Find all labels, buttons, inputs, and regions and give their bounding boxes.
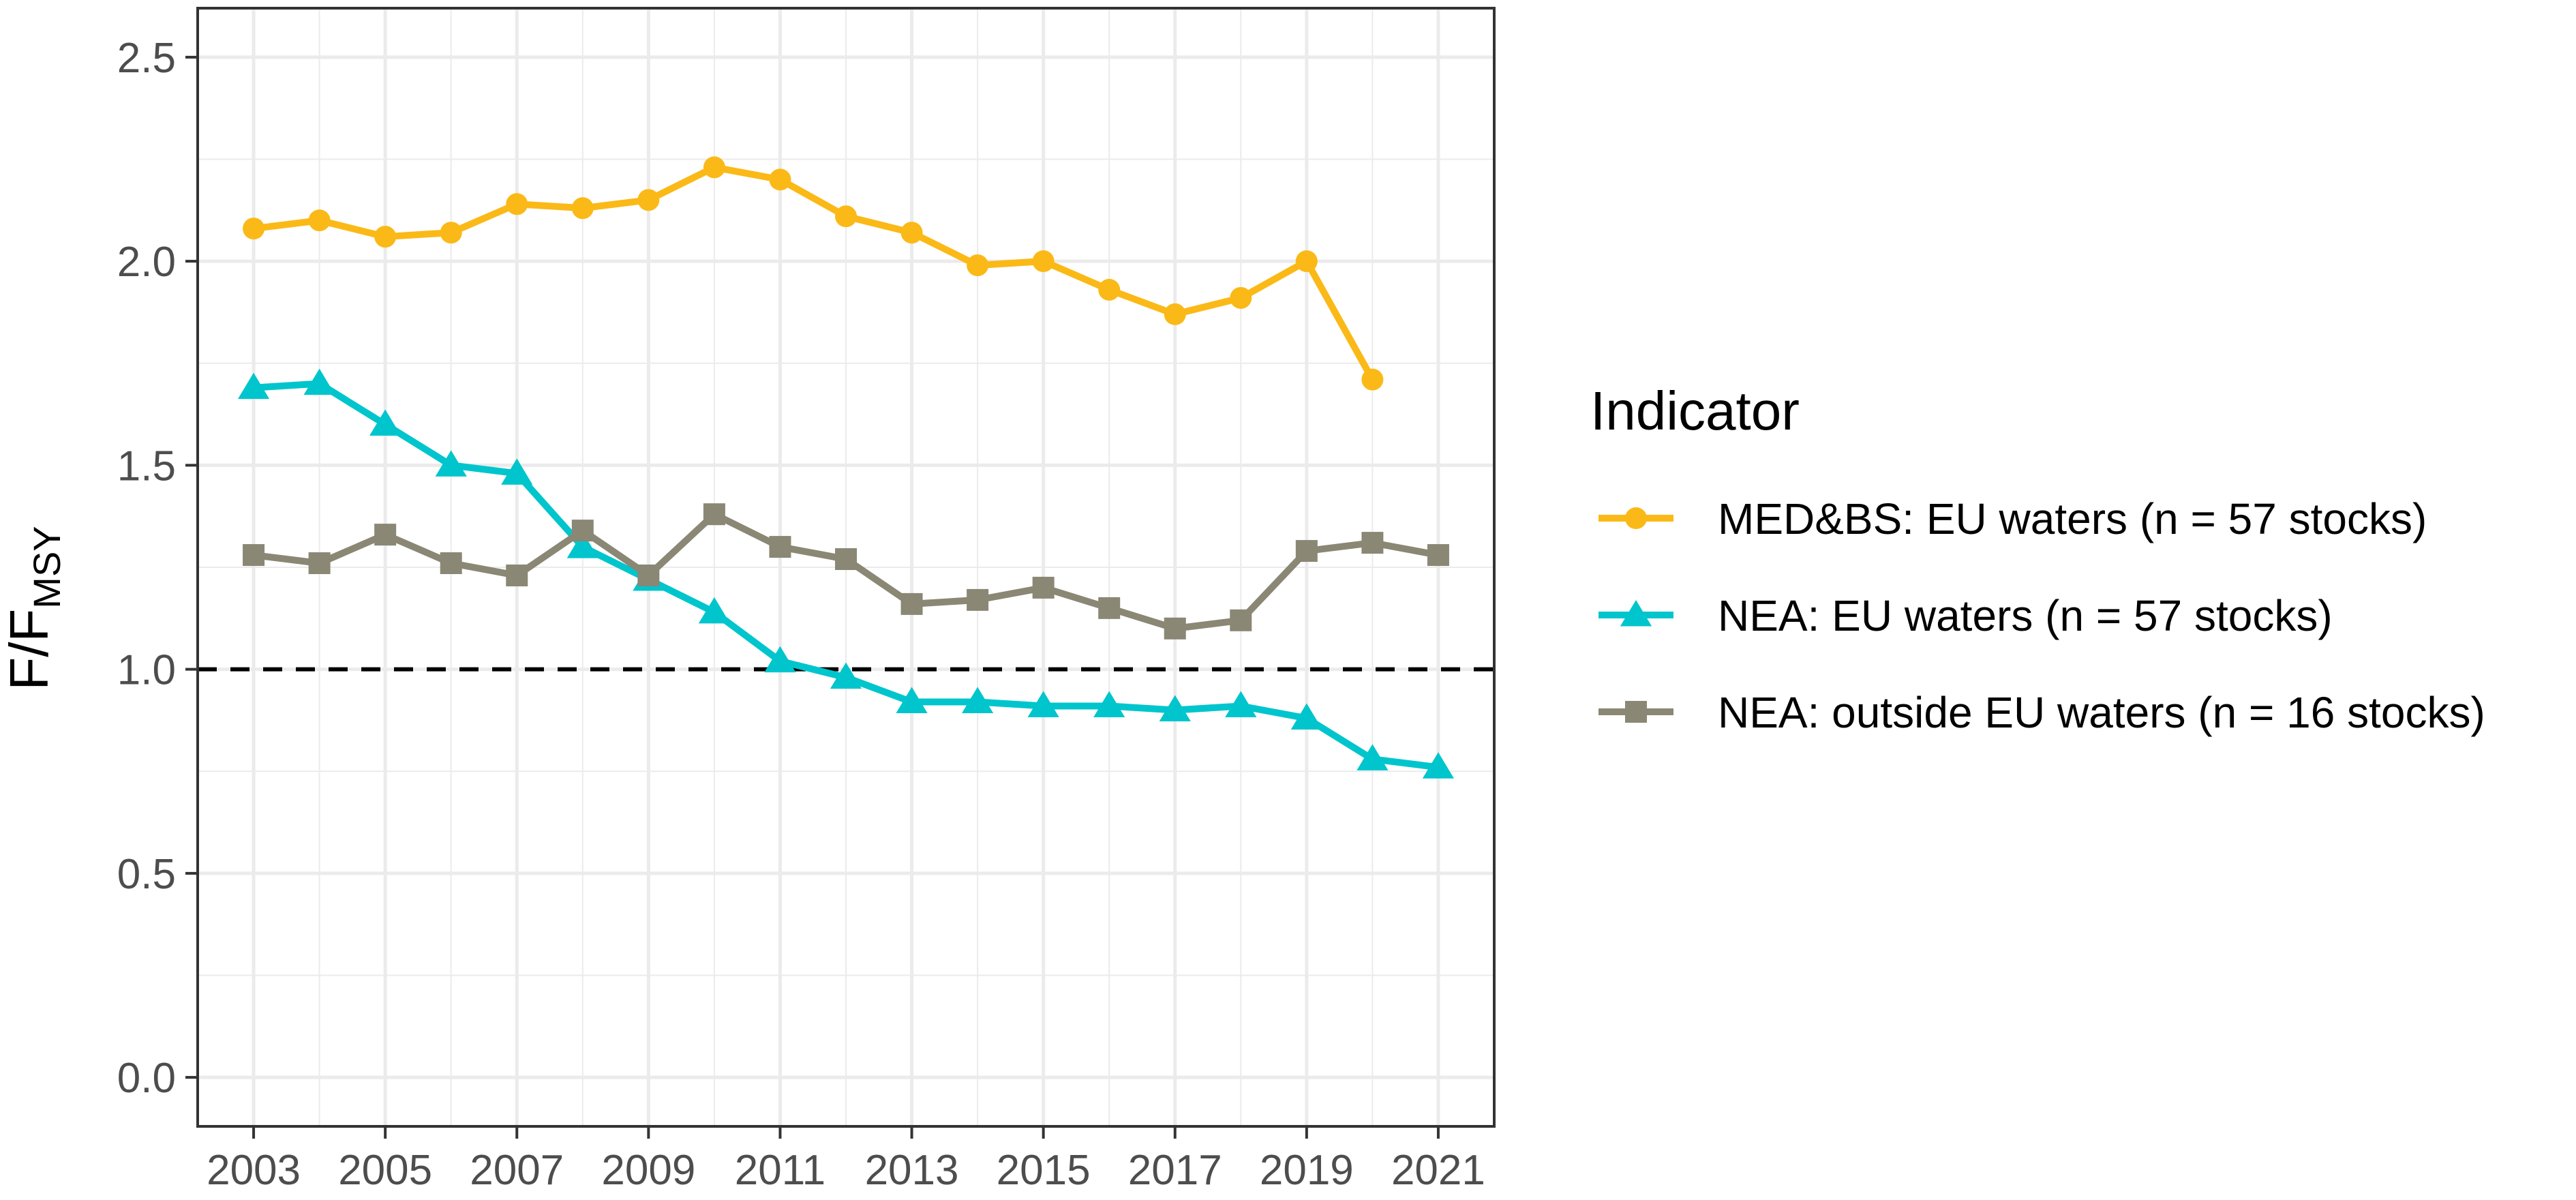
legend-marker <box>1625 507 1647 529</box>
data-point <box>835 205 857 228</box>
data-point <box>703 156 725 179</box>
data-point <box>1164 617 1186 640</box>
data-point <box>1093 691 1125 718</box>
axis-layer: 0.0 0.5 1.0 1.5 2.0 2.5 2003 2005 2007 2009 2011 20… <box>117 35 1485 1194</box>
data-point <box>703 503 725 526</box>
x-tick-label: 2013 <box>865 1147 959 1194</box>
data-point <box>1295 250 1318 273</box>
data-point <box>440 552 462 575</box>
data-point <box>769 168 791 191</box>
data-point <box>506 564 528 586</box>
data-point <box>830 662 862 689</box>
data-point <box>835 548 857 571</box>
data-point <box>1427 544 1449 567</box>
data-point <box>374 226 397 248</box>
legend: Indicator MED&BS: EU waters (n = 57 stoc… <box>1590 380 2485 737</box>
data-point <box>1098 278 1121 301</box>
data-point <box>1290 703 1322 730</box>
legend-label: NEA: outside EU waters (n = 16 stocks) <box>1718 688 2485 737</box>
data-point <box>967 254 989 277</box>
series-line <box>250 164 1376 383</box>
legend-item: NEA: EU waters (n = 57 stocks) <box>1598 591 2333 640</box>
data-point <box>637 564 660 586</box>
x-tick-label: 2019 <box>1260 1147 1354 1194</box>
data-point <box>769 536 791 558</box>
data-point <box>1230 286 1252 309</box>
data-point <box>308 209 331 232</box>
legend-marker <box>1620 600 1652 627</box>
data-point <box>637 189 660 211</box>
x-tick-label: 2021 <box>1391 1147 1485 1194</box>
series-circle <box>243 156 1384 391</box>
data-point <box>1361 532 1384 554</box>
legend-marker <box>1625 701 1647 723</box>
x-tick-label: 2017 <box>1128 1147 1222 1194</box>
legend-item: MED&BS: EU waters (n = 57 stocks) <box>1598 494 2427 543</box>
data-point <box>967 588 989 611</box>
data-point <box>1159 695 1191 721</box>
x-tick-label: 2003 <box>207 1147 301 1194</box>
y-axis-title-subscript: MSY <box>25 526 68 608</box>
series-layer <box>237 156 1455 779</box>
plot-panel-border <box>196 7 1496 1128</box>
data-point <box>374 524 397 546</box>
y-axis-title-main: F/F <box>0 609 59 691</box>
x-tick-label: 2009 <box>601 1147 695 1194</box>
series-square <box>243 503 1449 640</box>
legend-items: MED&BS: EU waters (n = 57 stocks) NEA: EU… <box>1598 494 2485 737</box>
data-point <box>900 222 923 244</box>
data-point <box>440 222 462 244</box>
data-point <box>1361 368 1384 391</box>
data-point <box>1422 752 1455 779</box>
data-point <box>896 687 928 714</box>
y-axis-title: F/FMSY <box>0 526 68 690</box>
data-point <box>571 197 594 220</box>
y-tick-label: 1.0 <box>117 647 176 694</box>
legend-title: Indicator <box>1590 380 1800 441</box>
x-tick-label: 2011 <box>735 1147 825 1194</box>
data-point <box>764 646 796 673</box>
data-point <box>698 597 731 624</box>
legend-label: MED&BS: EU waters (n = 57 stocks) <box>1718 494 2427 543</box>
data-point <box>1357 744 1389 770</box>
legend-item: NEA: outside EU waters (n = 16 stocks) <box>1598 688 2485 737</box>
data-point <box>1230 609 1252 631</box>
data-point <box>566 532 598 558</box>
data-point <box>501 458 533 485</box>
data-point <box>243 217 265 240</box>
x-tick-label: 2005 <box>338 1147 432 1194</box>
series-triangle <box>237 368 1455 779</box>
y-tick-label: 2.5 <box>117 35 176 82</box>
data-point <box>1295 540 1318 562</box>
data-point <box>1032 576 1055 599</box>
x-tick-label: 2007 <box>470 1147 564 1194</box>
x-tick-label: 2015 <box>997 1147 1091 1194</box>
y-tick-label: 2.0 <box>117 239 176 286</box>
data-point <box>308 552 331 575</box>
legend-label: NEA: EU waters (n = 57 stocks) <box>1718 591 2333 640</box>
data-point <box>369 409 401 436</box>
data-point <box>571 520 594 542</box>
y-tick-label: 1.5 <box>117 442 176 490</box>
data-point <box>1164 303 1186 325</box>
data-point <box>243 544 265 567</box>
y-tick-label: 0.5 <box>117 851 176 898</box>
data-point <box>506 193 528 215</box>
y-tick-label: 0.0 <box>117 1055 176 1102</box>
data-point <box>303 368 335 395</box>
data-point <box>900 592 923 615</box>
data-point <box>237 372 270 400</box>
data-point <box>1032 250 1055 273</box>
data-point <box>1098 597 1121 619</box>
data-point <box>1027 691 1059 718</box>
data-point <box>961 687 994 714</box>
data-point <box>1225 691 1257 718</box>
data-point <box>435 450 467 477</box>
